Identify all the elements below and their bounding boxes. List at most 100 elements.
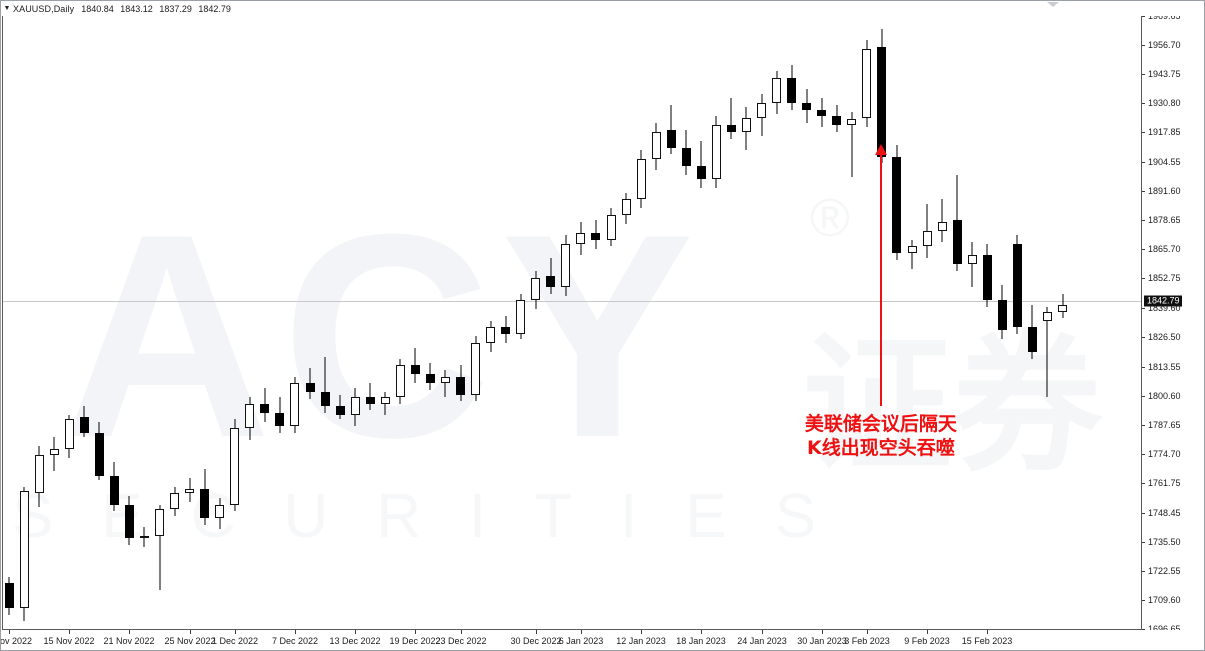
candle-wick xyxy=(444,369,446,397)
candle-body-bullish xyxy=(741,118,751,132)
candlestick xyxy=(561,235,571,296)
price-tick-label: 1917.85 xyxy=(1148,127,1181,138)
candle-body-bearish xyxy=(109,475,119,505)
candle-body-bullish xyxy=(486,327,496,344)
candlestick xyxy=(726,98,736,139)
candle-wick xyxy=(911,239,913,269)
candlestick xyxy=(290,376,300,433)
price-tick xyxy=(1142,570,1145,572)
candlestick xyxy=(380,392,390,415)
candlestick xyxy=(34,446,44,507)
plot-left-border xyxy=(2,16,3,629)
candle-body-bearish xyxy=(4,583,14,608)
candlestick xyxy=(155,504,164,591)
annotation-line-2: K线出现空头吞噬 xyxy=(807,437,955,459)
candlestick xyxy=(350,387,360,427)
candle-body-bearish xyxy=(275,412,285,427)
candlestick xyxy=(621,192,631,225)
date-axis[interactable]: 9 Nov 2022 15 Nov 2022 21 Nov 2022 25 Nov 2… xyxy=(1,630,1204,650)
collapse-triangle-icon[interactable] xyxy=(1047,2,1059,7)
date-tick-label: 19 Dec 2022 xyxy=(389,636,441,646)
date-tick-label: 6 Jan 2023 xyxy=(558,636,604,646)
candle-body-bullish xyxy=(230,428,240,505)
date-tick-label: 23 Dec 2022 xyxy=(435,636,487,646)
candle-body-bullish xyxy=(516,300,526,335)
candle-body-bullish xyxy=(636,158,646,200)
candle-wick xyxy=(159,504,160,591)
candle-body-bullish xyxy=(847,118,857,126)
date-tick xyxy=(235,630,236,634)
price-tick-label: 1748.45 xyxy=(1148,507,1181,518)
candle-wick xyxy=(730,98,732,139)
candlestick xyxy=(772,71,782,114)
candlestick xyxy=(591,219,601,249)
price-tick-label: 1891.60 xyxy=(1148,186,1181,197)
date-tick xyxy=(536,630,537,634)
date-tick xyxy=(641,630,642,634)
candle-wick xyxy=(1046,307,1048,397)
price-tick-label: 1722.55 xyxy=(1148,565,1181,576)
candlestick xyxy=(711,116,721,189)
open-value: 1840.84 xyxy=(81,3,114,14)
candlestick xyxy=(245,396,255,440)
price-tick xyxy=(1142,162,1145,164)
candlestick xyxy=(410,347,420,384)
date-tick-label: 7 Dec 2022 xyxy=(271,636,319,646)
price-tick-label: 1852.75 xyxy=(1148,273,1181,284)
date-tick xyxy=(69,630,70,634)
date-tick xyxy=(701,630,702,634)
price-axis-line xyxy=(1141,1,1142,630)
candle-wick xyxy=(971,242,973,287)
candlestick xyxy=(170,486,180,516)
date-tick-label: 15 Nov 2022 xyxy=(43,636,95,646)
date-tick-label: 9 Feb 2023 xyxy=(904,636,950,646)
candlestick xyxy=(757,93,766,137)
candlestick-plot-area[interactable] xyxy=(2,16,1142,629)
candle-body-bearish xyxy=(94,432,104,476)
candle-body-bearish xyxy=(997,300,1007,330)
date-tick-label: 21 Nov 2022 xyxy=(103,636,155,646)
price-tick xyxy=(1142,16,1145,17)
candle-body-bullish xyxy=(621,199,631,216)
candle-body-bullish xyxy=(440,376,450,384)
candlestick xyxy=(109,462,119,512)
date-tick-label: 30 Dec 2022 xyxy=(510,636,562,646)
price-tick xyxy=(1142,337,1145,339)
candle-body-bullish xyxy=(350,396,360,415)
chevron-down-icon[interactable]: ▼ xyxy=(3,5,11,12)
candlestick xyxy=(802,89,812,123)
price-axis[interactable]: 1969.65 1956.70 1943.75 1930.80 1917.85 1904.… xyxy=(1142,1,1204,634)
candle-body-bullish xyxy=(1058,304,1067,312)
price-tick xyxy=(1142,308,1145,310)
candle-body-bullish xyxy=(1042,311,1052,321)
candle-body-bullish xyxy=(49,448,59,456)
candlestick xyxy=(501,316,511,344)
candlestick xyxy=(260,387,270,422)
candlestick xyxy=(440,369,450,397)
price-tick xyxy=(1142,366,1145,368)
date-tick-label: 3 Feb 2023 xyxy=(844,636,890,646)
date-tick xyxy=(822,630,823,634)
candlestick xyxy=(1058,293,1067,319)
candle-body-bearish xyxy=(79,417,89,433)
candle-body-bullish xyxy=(757,102,766,119)
candlestick xyxy=(531,271,541,310)
candle-body-bullish xyxy=(155,509,164,537)
price-tick-label: 1709.60 xyxy=(1148,594,1181,605)
candlestick xyxy=(982,244,992,308)
candlestick xyxy=(681,129,691,175)
candlestick xyxy=(320,356,330,413)
price-tick-label: 1865.70 xyxy=(1148,244,1181,255)
candlestick xyxy=(139,527,149,548)
date-tick xyxy=(129,630,130,634)
candlestick xyxy=(952,174,962,272)
date-tick xyxy=(867,630,868,634)
date-tick-label: 24 Jan 2023 xyxy=(737,636,787,646)
candle-body-bearish xyxy=(410,365,420,375)
price-tick xyxy=(1142,629,1145,630)
candlestick xyxy=(1042,307,1052,397)
price-tick-label: 1969.65 xyxy=(1148,11,1181,21)
candlestick xyxy=(185,477,195,503)
price-tick xyxy=(1142,453,1145,455)
candle-body-bearish xyxy=(124,504,134,539)
